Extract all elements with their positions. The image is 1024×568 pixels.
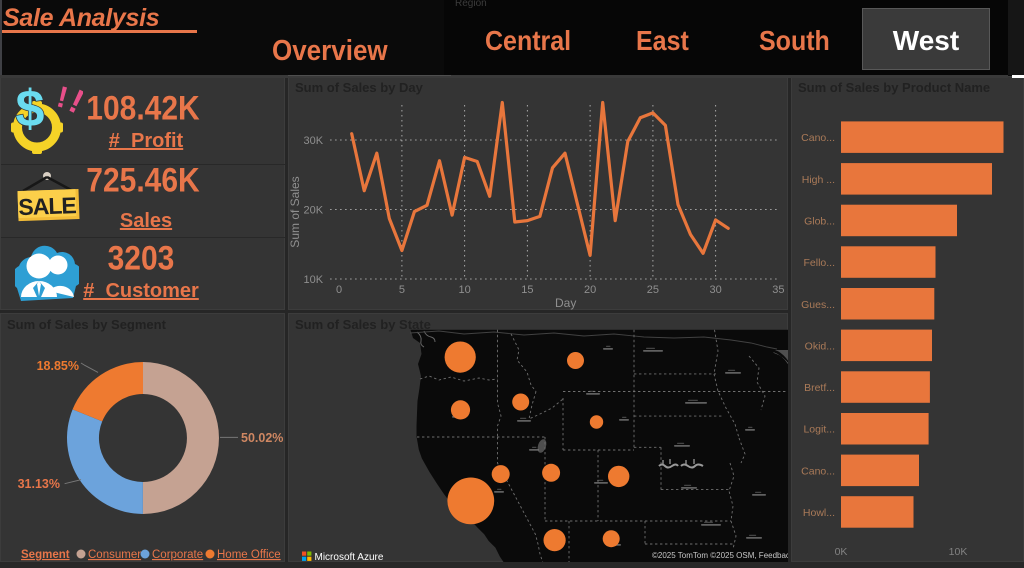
svg-text:10K: 10K xyxy=(304,274,324,286)
svg-text:Microsoft Azure: Microsoft Azure xyxy=(315,552,384,563)
svg-text:5: 5 xyxy=(399,284,405,296)
svg-text:30: 30 xyxy=(709,284,721,296)
svg-text:Home Office: Home Office xyxy=(217,549,281,561)
svg-text:Segment: Segment xyxy=(21,549,70,561)
svg-text:Okid...: Okid... xyxy=(805,340,835,352)
svg-text:50.02%: 50.02% xyxy=(241,431,283,445)
svg-text:Gues...: Gues... xyxy=(801,299,835,311)
svg-text:15: 15 xyxy=(521,284,533,296)
svg-text:Fello...: Fello... xyxy=(803,257,835,269)
svg-text:31.13%: 31.13% xyxy=(18,477,60,491)
svg-text:20K: 20K xyxy=(304,205,324,217)
svg-text:$: $ xyxy=(16,85,45,138)
svg-text:©2025 TomTom ©2025 OSM, Feedba: ©2025 TomTom ©2025 OSM, Feedback xyxy=(652,551,789,560)
svg-text:25: 25 xyxy=(647,284,659,296)
svg-text:Howl...: Howl... xyxy=(803,507,835,519)
svg-text:Glob...: Glob... xyxy=(804,215,835,227)
svg-text:Logit...: Logit... xyxy=(803,424,835,436)
svg-text:20: 20 xyxy=(584,284,596,296)
svg-text:Cano...: Cano... xyxy=(801,465,835,477)
svg-text:0: 0 xyxy=(336,284,342,296)
svg-text:35: 35 xyxy=(772,284,784,296)
svg-text:18.85%: 18.85% xyxy=(37,359,79,373)
svg-text:SALE: SALE xyxy=(18,192,77,220)
svg-text:Consumer: Consumer xyxy=(88,549,141,561)
svg-text:Corporate: Corporate xyxy=(152,549,203,561)
svg-text:Cano...: Cano... xyxy=(801,132,835,144)
svg-text:High ...: High ... xyxy=(802,174,835,186)
svg-text:30K: 30K xyxy=(304,135,324,147)
svg-text:Bretf...: Bretf... xyxy=(804,382,835,394)
svg-text:Sum of Sales: Sum of Sales xyxy=(289,176,302,247)
svg-text:10: 10 xyxy=(458,284,470,296)
svg-text:0K: 0K xyxy=(835,546,848,558)
svg-text:Day: Day xyxy=(555,296,576,310)
svg-text:10K: 10K xyxy=(949,546,968,558)
